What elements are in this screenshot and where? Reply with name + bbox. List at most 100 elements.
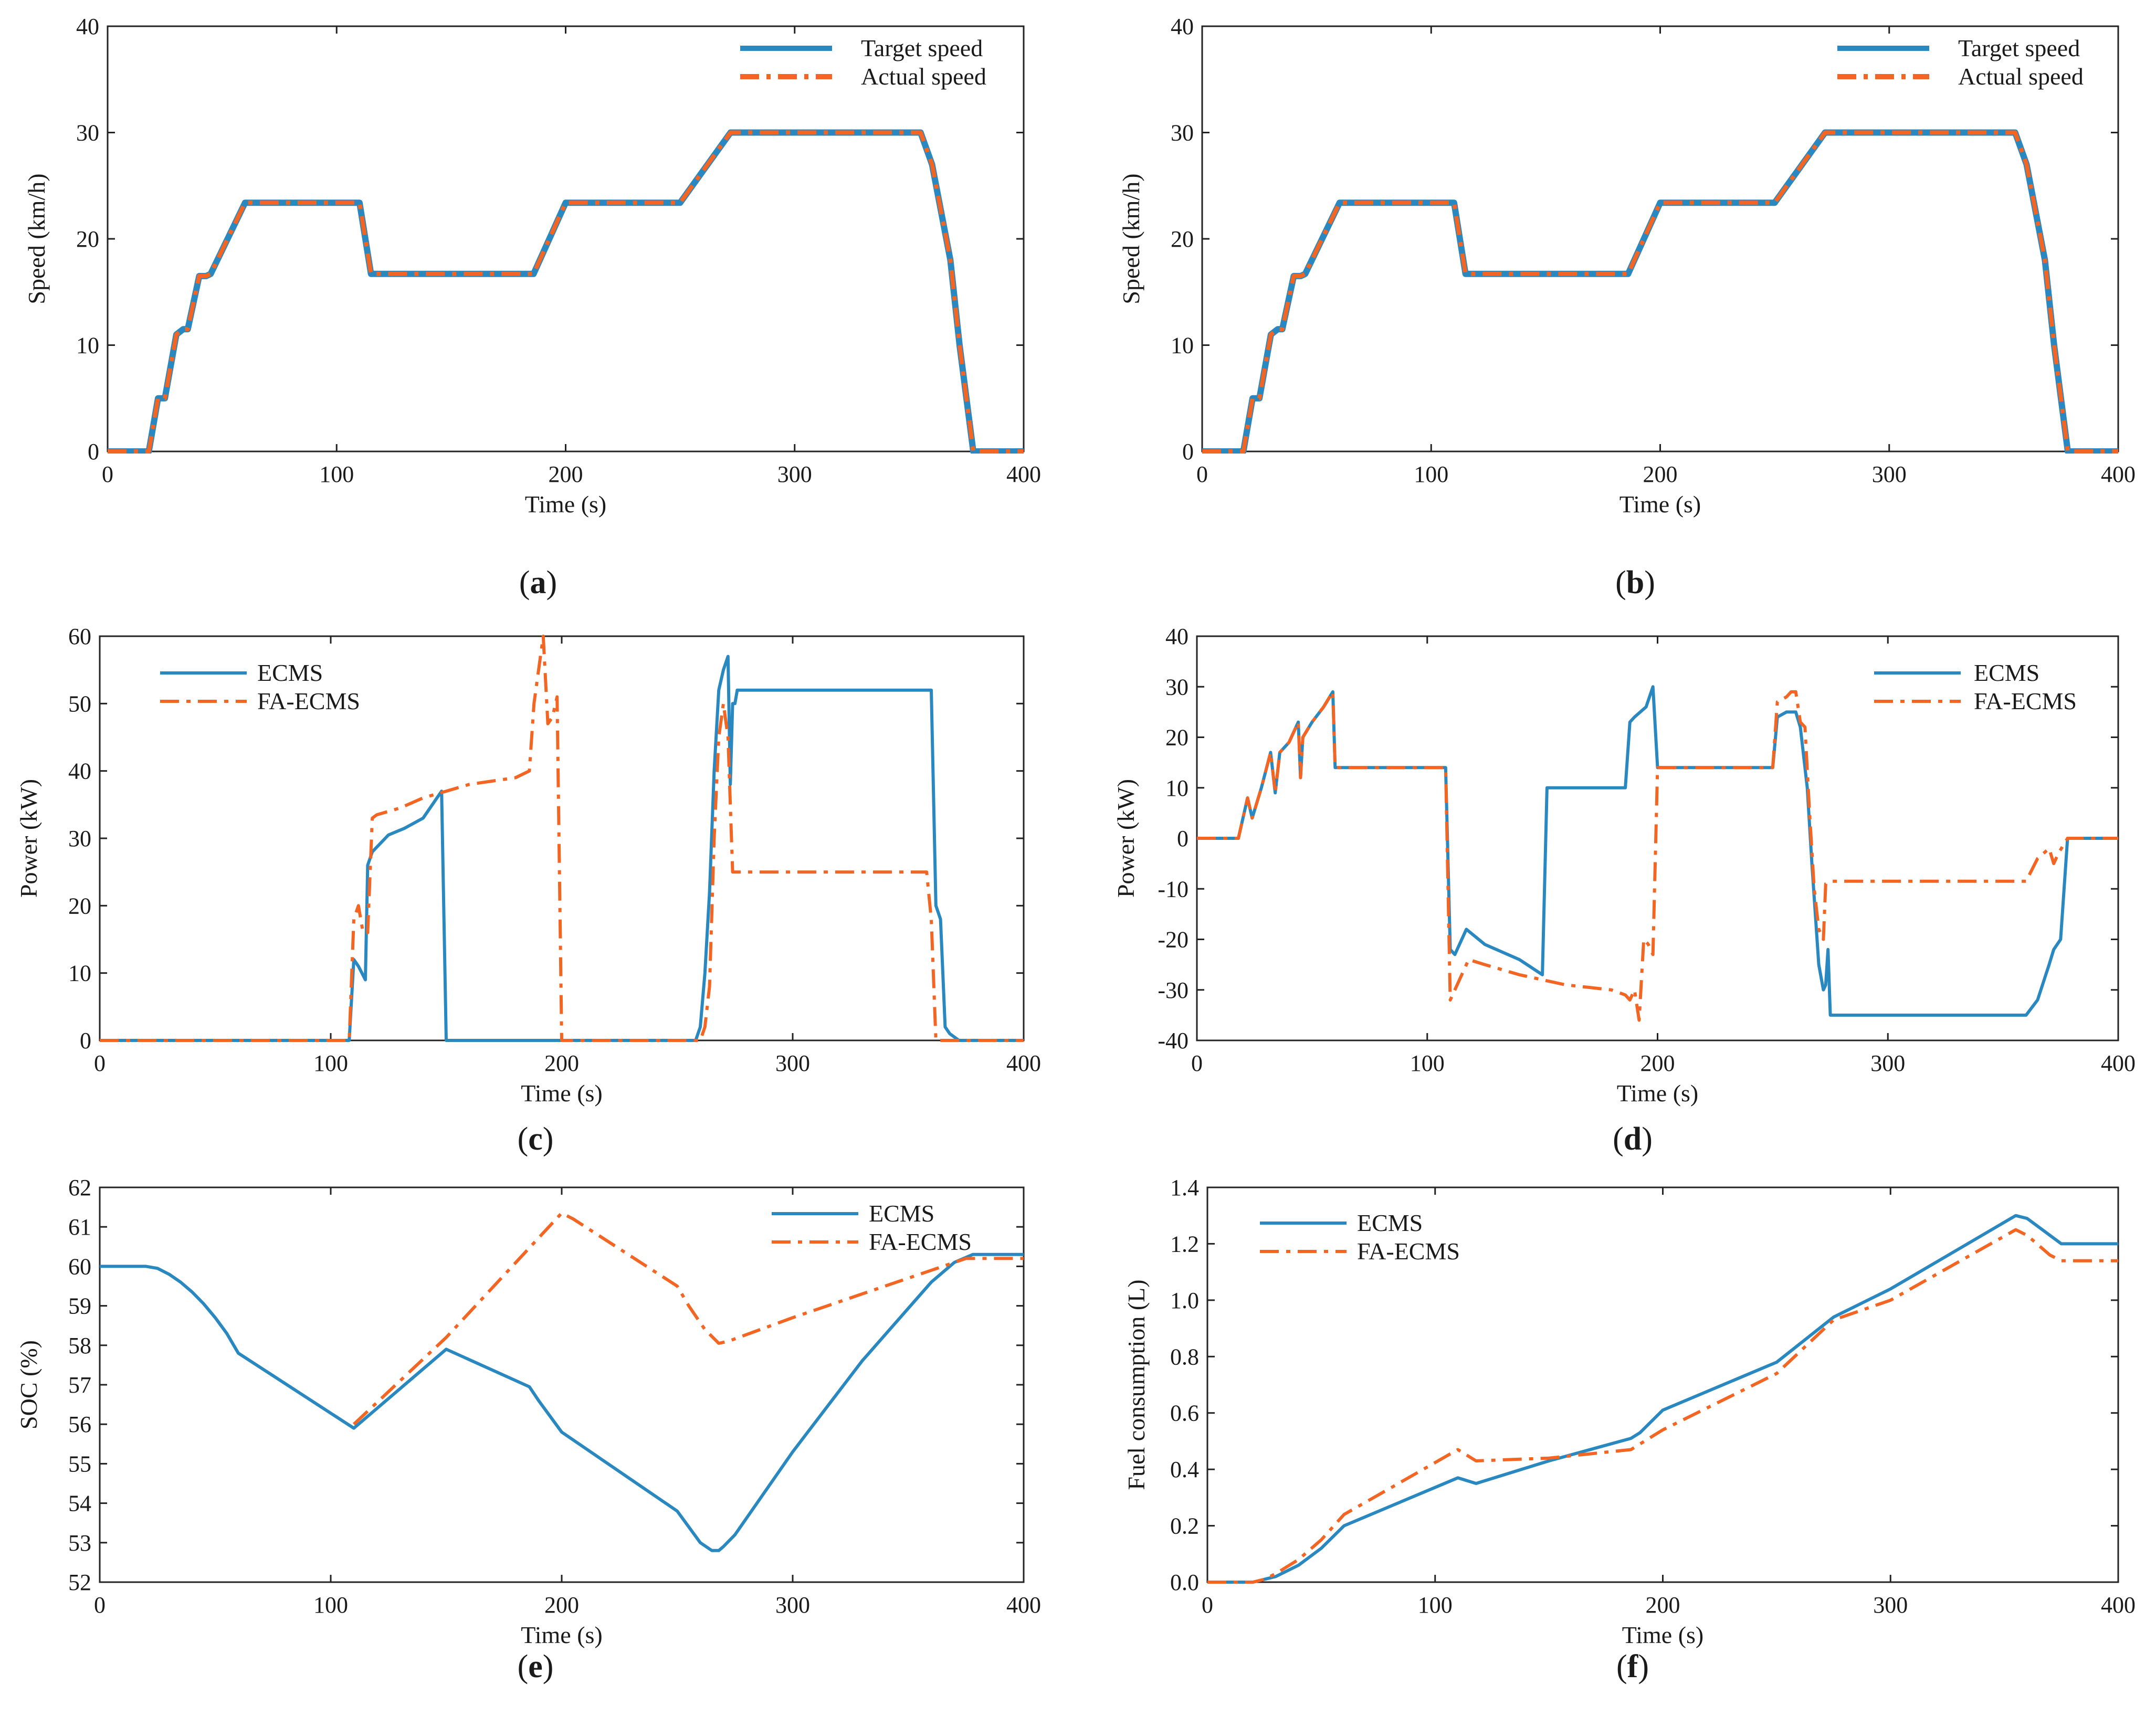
x-axis-title: Time (s)	[521, 1080, 603, 1107]
x-tick-label: 100	[313, 1050, 348, 1076]
plot-frame	[99, 635, 1025, 1041]
y-tick-label: -10	[1158, 876, 1189, 902]
y-tick-label: -40	[1158, 1028, 1189, 1054]
x-tick-label: 100	[1418, 1592, 1453, 1618]
chart-panel-f: 0 100 200 300 400 0.0 0.2 0.4 0.6 0.8 1.0 1.2 1.4 Tim…	[1123, 1175, 2136, 1685]
y-tick-label: 56	[68, 1412, 91, 1437]
y-tick-label: 58	[68, 1333, 91, 1359]
y-tick-label: 40	[68, 759, 91, 784]
x-tick-label: 400	[2101, 461, 2136, 487]
x-axis-title: Time (s)	[1617, 1080, 1699, 1107]
y-tick-label: 60	[68, 1254, 91, 1279]
y-tick-label: 55	[68, 1451, 91, 1477]
y-tick-label: 10	[1165, 775, 1189, 801]
y-tick-label: 0	[80, 1028, 91, 1054]
y-tick-label: 0	[1177, 826, 1189, 851]
x-tick-label: 0	[102, 461, 113, 487]
x-tick-label: 300	[1873, 1592, 1908, 1618]
x-tick-label: 0	[1202, 1592, 1213, 1618]
y-tick-label: 30	[1171, 120, 1194, 146]
y-tick-label: 57	[68, 1372, 91, 1398]
x-tick-label: 400	[1006, 461, 1041, 487]
x-tick-label: 300	[1872, 461, 1907, 487]
x-axis-title: Time (s)	[521, 1622, 603, 1648]
series-line-ecms	[1207, 1214, 2118, 1584]
x-tick-label: 100	[1414, 461, 1448, 487]
y-tick-label: 1.0	[1170, 1288, 1199, 1313]
y-tick-label: 50	[68, 691, 91, 717]
series-line-ecms	[1197, 685, 2118, 1017]
y-tick-label: 10	[68, 961, 91, 986]
y-tick-label: 40	[76, 14, 99, 39]
y-axis-title: Speed (km/h)	[1118, 173, 1144, 304]
x-tick-label: 100	[313, 1592, 348, 1618]
y-tick-label: 54	[68, 1491, 91, 1517]
y-tick-label: 0.2	[1170, 1513, 1199, 1539]
x-tick-label: 200	[544, 1050, 579, 1076]
legend-label: ECMS	[1357, 1209, 1423, 1236]
y-tick-label: 20	[1171, 226, 1194, 252]
y-tick-label: 1.2	[1170, 1231, 1199, 1257]
x-tick-label: 300	[1870, 1050, 1905, 1076]
series-line-fa-ecms	[1207, 1228, 2118, 1584]
x-tick-label: 400	[1006, 1050, 1041, 1076]
series-line-actual-speed	[108, 130, 1024, 454]
x-axis-title: Time (s)	[1619, 491, 1701, 518]
y-tick-label: 60	[68, 624, 91, 649]
y-tick-label: 0.4	[1170, 1457, 1199, 1482]
x-tick-label: 0	[94, 1050, 106, 1076]
legend-label: FA-ECMS	[1357, 1238, 1460, 1265]
y-tick-label: 1.4	[1170, 1175, 1199, 1201]
plot-frame	[1201, 25, 2119, 452]
y-axis-title: Power (kW)	[1112, 779, 1139, 898]
y-tick-label: 0	[1182, 439, 1194, 465]
x-tick-label: 200	[1646, 1592, 1680, 1618]
panel-caption: (b)	[1615, 565, 1655, 601]
y-tick-label: 30	[76, 120, 99, 146]
chart-panel-b: 0 100 200 300 400 0 10 20 30 40 Time (s) Speed (km/…	[1118, 14, 2136, 601]
y-tick-label: 62	[68, 1175, 91, 1201]
legend-label: Target speed	[861, 35, 983, 61]
y-axis-title: Speed (km/h)	[23, 173, 50, 304]
panel-caption: (a)	[519, 565, 557, 601]
legend-label: FA-ECMS	[257, 688, 360, 714]
y-tick-label: 40	[1171, 14, 1194, 39]
y-tick-label: 0	[88, 439, 99, 465]
y-tick-label: 20	[76, 226, 99, 252]
panel-caption: (f)	[1616, 1649, 1649, 1685]
y-tick-label: -30	[1158, 977, 1189, 1003]
chart-panel-d: 0 100 200 300 400 -40 -30 -20 -10 0 10 20 30 40 Time (…	[1112, 624, 2136, 1157]
x-tick-label: 0	[1191, 1050, 1203, 1076]
series-line-fa-ecms	[100, 635, 1024, 1042]
x-tick-label: 200	[544, 1592, 579, 1618]
y-axis-title: Fuel consumption (L)	[1123, 1279, 1150, 1490]
legend-label: Actual speed	[1958, 63, 2084, 90]
plot-frame	[1206, 1186, 2119, 1583]
x-tick-label: 100	[319, 461, 354, 487]
y-tick-label: 10	[76, 333, 99, 359]
y-tick-label: -20	[1158, 927, 1189, 953]
legend-label: FA-ECMS	[869, 1228, 972, 1255]
x-tick-label: 400	[2101, 1050, 2136, 1076]
y-tick-label: 30	[68, 826, 91, 851]
y-tick-label: 0.0	[1170, 1570, 1199, 1595]
y-tick-label: 30	[1165, 674, 1189, 700]
legend-label: Actual speed	[861, 63, 986, 90]
x-tick-label: 300	[777, 461, 812, 487]
y-tick-label: 59	[68, 1293, 91, 1319]
series-line-ecms	[100, 655, 1024, 1042]
x-tick-label: 400	[2101, 1592, 2136, 1618]
x-tick-label: 300	[775, 1050, 810, 1076]
series-line-fa-ecms	[1197, 690, 2118, 1022]
chart-panel-e: 0 100 200 300 400 52 53 54 55 56 57 58 59 60 61 62 Time …	[15, 1175, 1041, 1685]
series-line-target-speed	[108, 129, 1024, 454]
legend-label: ECMS	[869, 1200, 934, 1227]
panel-caption: (e)	[518, 1649, 554, 1685]
chart-panel-a: 0 100 200 300 400 0 10 20 30 40 Time (s) Speed (km/…	[23, 14, 1041, 601]
x-tick-label: 200	[1640, 1050, 1675, 1076]
x-tick-label: 100	[1410, 1050, 1445, 1076]
y-tick-label: 20	[1165, 725, 1189, 751]
x-axis-title: Time (s)	[1622, 1622, 1704, 1648]
panel-caption: (d)	[1613, 1121, 1653, 1157]
x-tick-label: 200	[1643, 461, 1678, 487]
